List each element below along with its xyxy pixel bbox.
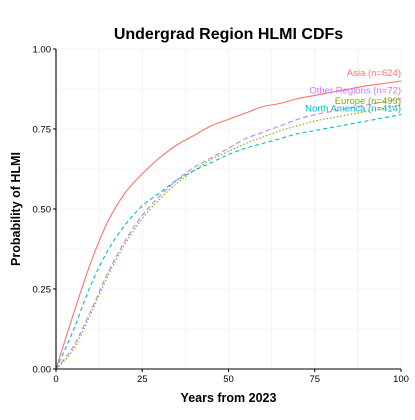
x-axis-title: Years from 2023 <box>181 391 277 405</box>
series-label-europe: Europe (n=499) <box>335 96 401 107</box>
series-label-other-regions: Other Regions (n=72) <box>309 86 401 97</box>
chart-title: Undergrad Region HLMI CDFs <box>114 26 343 43</box>
y-axis-title: Probability of HLMI <box>9 152 23 266</box>
y-tick-label: 1.00 <box>33 44 52 55</box>
x-tick-label: 100 <box>393 374 409 385</box>
series-lines <box>55 80 402 370</box>
series-label-asia: Asia (n=624) <box>347 68 401 79</box>
x-tick-label: 0 <box>53 374 58 385</box>
y-tick-label: 0.75 <box>33 124 52 135</box>
series-line-asia <box>55 80 402 370</box>
series-line-europe <box>55 104 402 370</box>
x-tick-label: 50 <box>223 374 234 385</box>
y-tick-label: 0.25 <box>33 284 52 295</box>
series-line-other-regions <box>55 98 402 370</box>
y-tick-label: 0.00 <box>33 364 52 375</box>
series-label-north-america: North America (n=414) <box>305 104 401 115</box>
x-tick-label: 75 <box>309 374 320 385</box>
series-line-north-america <box>55 114 402 370</box>
gridlines <box>55 48 402 370</box>
y-tick-label: 0.50 <box>33 204 52 215</box>
y-axis-ticks: 0.00 0.25 0.50 0.75 1.00 <box>33 44 56 375</box>
series-labels: Asia (n=624) Other Regions (n=72)Europe (… <box>305 68 401 115</box>
x-tick-label: 25 <box>137 374 148 385</box>
